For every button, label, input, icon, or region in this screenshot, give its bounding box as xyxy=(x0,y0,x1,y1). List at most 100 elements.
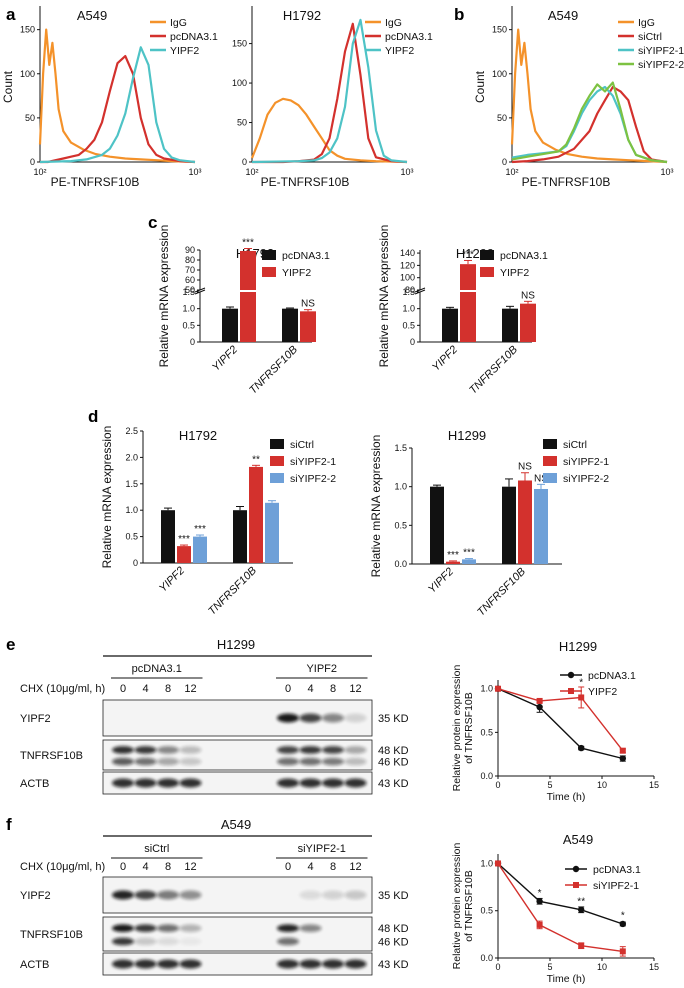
x-axis-label: PE-TNFRSF10B xyxy=(522,175,611,189)
y-tick-label: 0 xyxy=(410,337,415,347)
blot-band xyxy=(134,746,157,754)
chart-title: A549 xyxy=(563,832,593,847)
y-tick-label: 1.0 xyxy=(402,304,415,314)
legend-label: pcDNA3.1 xyxy=(282,250,330,262)
lane-time-label: 8 xyxy=(165,683,171,695)
y-axis-label: Relative mRNA expression xyxy=(377,225,391,368)
y-tick-label: 1.5 xyxy=(394,443,407,453)
legend-label: siYIPF2-2 xyxy=(563,473,609,485)
x-tick-label: 10² xyxy=(33,167,46,177)
lane-time-label: 4 xyxy=(307,861,313,873)
y-tick-label: 80 xyxy=(405,285,415,295)
bar xyxy=(265,502,279,563)
significance-label: NS xyxy=(518,462,532,473)
legend-label: siYIPF2-2 xyxy=(638,59,684,71)
x-tick-label: 0 xyxy=(495,962,500,972)
y-axis-label: Relative mRNA expression xyxy=(157,225,171,368)
blot-title: H1299 xyxy=(217,637,255,652)
lane-time-label: 0 xyxy=(285,861,291,873)
blot-band xyxy=(134,937,157,946)
y-tick-label: 50 xyxy=(237,118,247,128)
data-point xyxy=(619,948,626,955)
y-tick-label: 0 xyxy=(133,558,138,568)
legend-label: siCtrl xyxy=(638,31,662,43)
data-point xyxy=(536,703,543,711)
significance-label: *** xyxy=(447,550,459,561)
y-tick-label: 1.0 xyxy=(182,304,195,314)
blot-row-label: YIPF2 xyxy=(20,713,51,725)
y-tick-label: 120 xyxy=(400,260,415,270)
lane-time-label: 4 xyxy=(307,683,313,695)
blot-size-label: 43 KD xyxy=(378,959,409,971)
blot-band xyxy=(322,746,344,754)
legend-label: pcDNA3.1 xyxy=(170,31,218,43)
panel-label-a: a xyxy=(6,5,16,24)
blot-group-label: YIPF2 xyxy=(306,663,337,675)
blot-band xyxy=(134,778,157,788)
chart-title: H1299 xyxy=(559,639,597,654)
lane-time-label: 8 xyxy=(165,861,171,873)
blot-band xyxy=(299,757,322,766)
series-line-yipf2 xyxy=(497,688,624,752)
data-point xyxy=(578,694,585,701)
blot-size-label: 35 KD xyxy=(378,890,409,902)
legend-swatch xyxy=(480,250,494,260)
legend-label: YIPF2 xyxy=(282,267,311,279)
blot-band xyxy=(157,959,179,969)
significance-label: ** xyxy=(252,454,260,465)
panel-label-f: f xyxy=(6,815,12,834)
y-tick-label: 60 xyxy=(185,275,195,285)
blot-band xyxy=(299,924,322,933)
significance-label: *** xyxy=(462,249,474,260)
y-tick-label: 1.0 xyxy=(480,684,493,694)
lane-time-label: 0 xyxy=(120,683,126,695)
y-tick-label: 90 xyxy=(185,245,195,255)
blot-band xyxy=(179,746,202,754)
blot-band xyxy=(299,890,322,900)
chart-title: H1792 xyxy=(179,428,217,443)
y-tick-label: 0.5 xyxy=(480,906,493,916)
blot-group-label: pcDNA3.1 xyxy=(132,663,182,675)
bar xyxy=(193,536,207,563)
x-group-label: YIPF2 xyxy=(430,344,460,374)
legend-label: siCtrl xyxy=(290,439,314,451)
blot-band xyxy=(112,937,134,946)
series-line-igg xyxy=(250,97,408,164)
blot-band xyxy=(299,959,322,969)
x-axis-label: PE-TNFRSF10B xyxy=(51,175,140,189)
blot-membrane xyxy=(102,739,373,771)
x-tick-label: 10³ xyxy=(188,167,201,177)
y-tick-label: 1.5 xyxy=(125,479,138,489)
blot-band xyxy=(344,757,367,766)
legend-label: IgG xyxy=(385,17,402,29)
legend-label: siYIPF2-1 xyxy=(638,45,684,57)
y-axis-label: Relative mRNA expression xyxy=(369,435,383,578)
blot-band xyxy=(299,778,322,788)
y-tick-label: 70 xyxy=(185,265,195,275)
chx-label: CHX (10μg/ml, h) xyxy=(20,861,105,873)
bar xyxy=(520,303,536,342)
legend-marker xyxy=(568,688,574,694)
series-line-siyipf2-2 xyxy=(511,81,668,164)
legend-label: IgG xyxy=(170,17,187,29)
blot-band xyxy=(179,959,202,969)
flow-chart-a549-knockdown: A549 0 50 100 150 10² 10³ PE-TNFRSF10B Count IgG s… xyxy=(473,6,684,189)
blot-band xyxy=(112,890,134,900)
x-axis-label: PE-TNFRSF10B xyxy=(261,175,350,189)
blot-band xyxy=(322,757,344,766)
y-tick-label: 100 xyxy=(400,273,415,283)
legend-label: YIPF2 xyxy=(170,45,199,57)
line-chart-e: H1299 0.0 0.5 1.0 0 5 10 15 Time (h) Relative pro… xyxy=(451,639,659,803)
legend-label: YIPF2 xyxy=(500,267,529,279)
x-tick-label: 10² xyxy=(245,167,258,177)
legend-label: pcDNA3.1 xyxy=(593,864,641,876)
y-tick-label: 1.0 xyxy=(125,505,138,515)
bar xyxy=(300,311,316,342)
bar xyxy=(282,308,298,342)
data-point xyxy=(495,860,501,867)
y-axis-label: of TNFRSF10B xyxy=(463,692,475,764)
x-tick-label: 0 xyxy=(495,780,500,790)
x-tick-label: 10 xyxy=(597,962,607,972)
